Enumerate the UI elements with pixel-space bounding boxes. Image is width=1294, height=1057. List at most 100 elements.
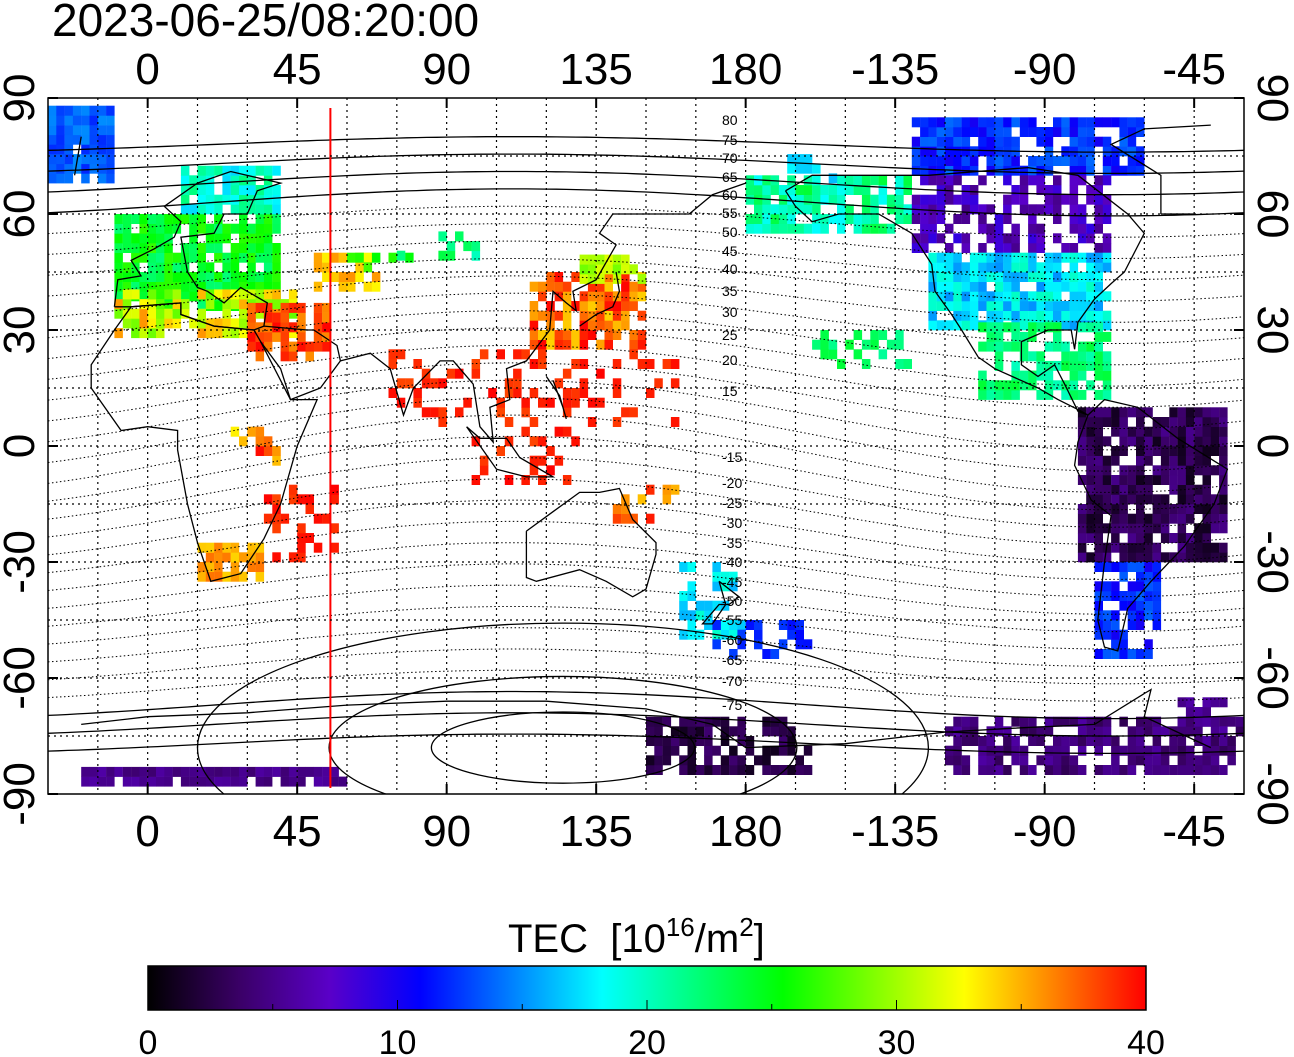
tec-cell [978,301,987,311]
tec-cell [961,243,971,253]
tec-cell [1036,262,1045,273]
tec-cell [1127,127,1137,137]
tec-cell [214,194,223,205]
contour-value-label: 50 [722,224,738,240]
tec-cell [612,254,622,265]
tec-cell [729,629,738,640]
tec-cell [122,272,132,282]
tec-cell [205,542,215,553]
contour-value-label: -35 [722,535,742,551]
tec-cell [654,736,663,746]
tec-cell [1119,562,1128,572]
tec-cell [1036,136,1045,147]
tec-cell [1011,716,1020,727]
tec-cell [1077,726,1087,737]
tec-cell [679,765,688,775]
tec-cell [1152,436,1162,447]
tec-cell [704,620,713,630]
tec-cell [978,389,987,400]
tec-cell [986,252,995,263]
tec-cell [662,755,672,766]
lon-label-bottom: 135 [559,807,632,856]
tec-cell [969,146,979,157]
tec-cell [114,223,123,234]
tec-cell [969,281,979,292]
tec-cell [131,766,140,777]
tec-cell [288,302,298,313]
tec-cell [1053,745,1062,756]
tec-cell [745,175,755,186]
tec-cell [313,776,323,787]
tec-cell [762,214,771,224]
tec-cell [247,252,256,263]
tec-cell [1144,523,1153,534]
tec-cell [1144,407,1153,418]
tec-cell [263,214,273,224]
tec-cell [214,214,223,224]
tec-cell [322,262,331,273]
tec-cell [828,173,838,184]
tec-cell [205,299,215,310]
tec-cell [1011,360,1020,371]
tec-cell [64,154,74,165]
tec-cell [1036,165,1045,176]
tec-cell [446,368,456,379]
tec-cell [147,223,157,234]
tec-cell [180,291,190,302]
tec-cell [928,233,937,244]
tec-cell [853,223,863,234]
tec-cell [1028,204,1037,215]
tec-cell [646,736,655,746]
tec-cell [114,262,123,273]
tec-cell [1127,533,1137,543]
tec-cell [1053,765,1062,775]
tec-cell [421,378,431,389]
tec-cell [1094,389,1103,400]
lat-label-right: 60 [1248,190,1294,239]
tec-cell [795,223,804,234]
tec-cell [1011,389,1020,400]
tec-cell [1061,736,1070,746]
tec-cell [164,214,173,224]
tec-cell [1144,649,1153,659]
tec-cell [1119,494,1128,505]
tec-cell [803,745,813,756]
tec-cell [1210,523,1220,534]
tec-cell [205,289,215,300]
tec-cell [712,571,721,582]
tec-cell [1086,726,1095,737]
tec-cell [978,272,987,282]
tec-cell [147,766,157,777]
tec-cell [629,349,638,360]
tec-cell [1219,716,1228,727]
tec-cell [654,726,663,737]
tec-cell [1102,351,1112,362]
tec-cell [928,291,937,302]
tec-cell [928,223,937,234]
tec-cell [180,308,190,319]
tec-cell [1136,407,1145,418]
tec-cell [1219,745,1228,756]
tec-cell [471,368,481,379]
tec-cell [604,272,613,282]
tec-cell [1061,194,1070,205]
tec-cell [986,156,995,166]
tec-cell [778,204,788,215]
tec-cell [1102,504,1112,514]
tec-cell [945,291,954,302]
tec-cell [1044,291,1054,302]
tec-cell [421,407,431,418]
tec-cell [994,165,1004,176]
lat-label-right: -30 [1248,530,1294,594]
tec-cell [1136,475,1145,485]
tec-cell [837,175,846,186]
tec-cell [687,765,696,775]
tec-cell [936,204,946,215]
tec-cell [1194,765,1203,775]
tec-cell [363,262,373,273]
tec-cell [131,233,140,244]
tec-cell [554,310,564,321]
tec-cell [579,301,589,311]
tec-cell [521,407,530,418]
tec-cell [670,484,680,495]
